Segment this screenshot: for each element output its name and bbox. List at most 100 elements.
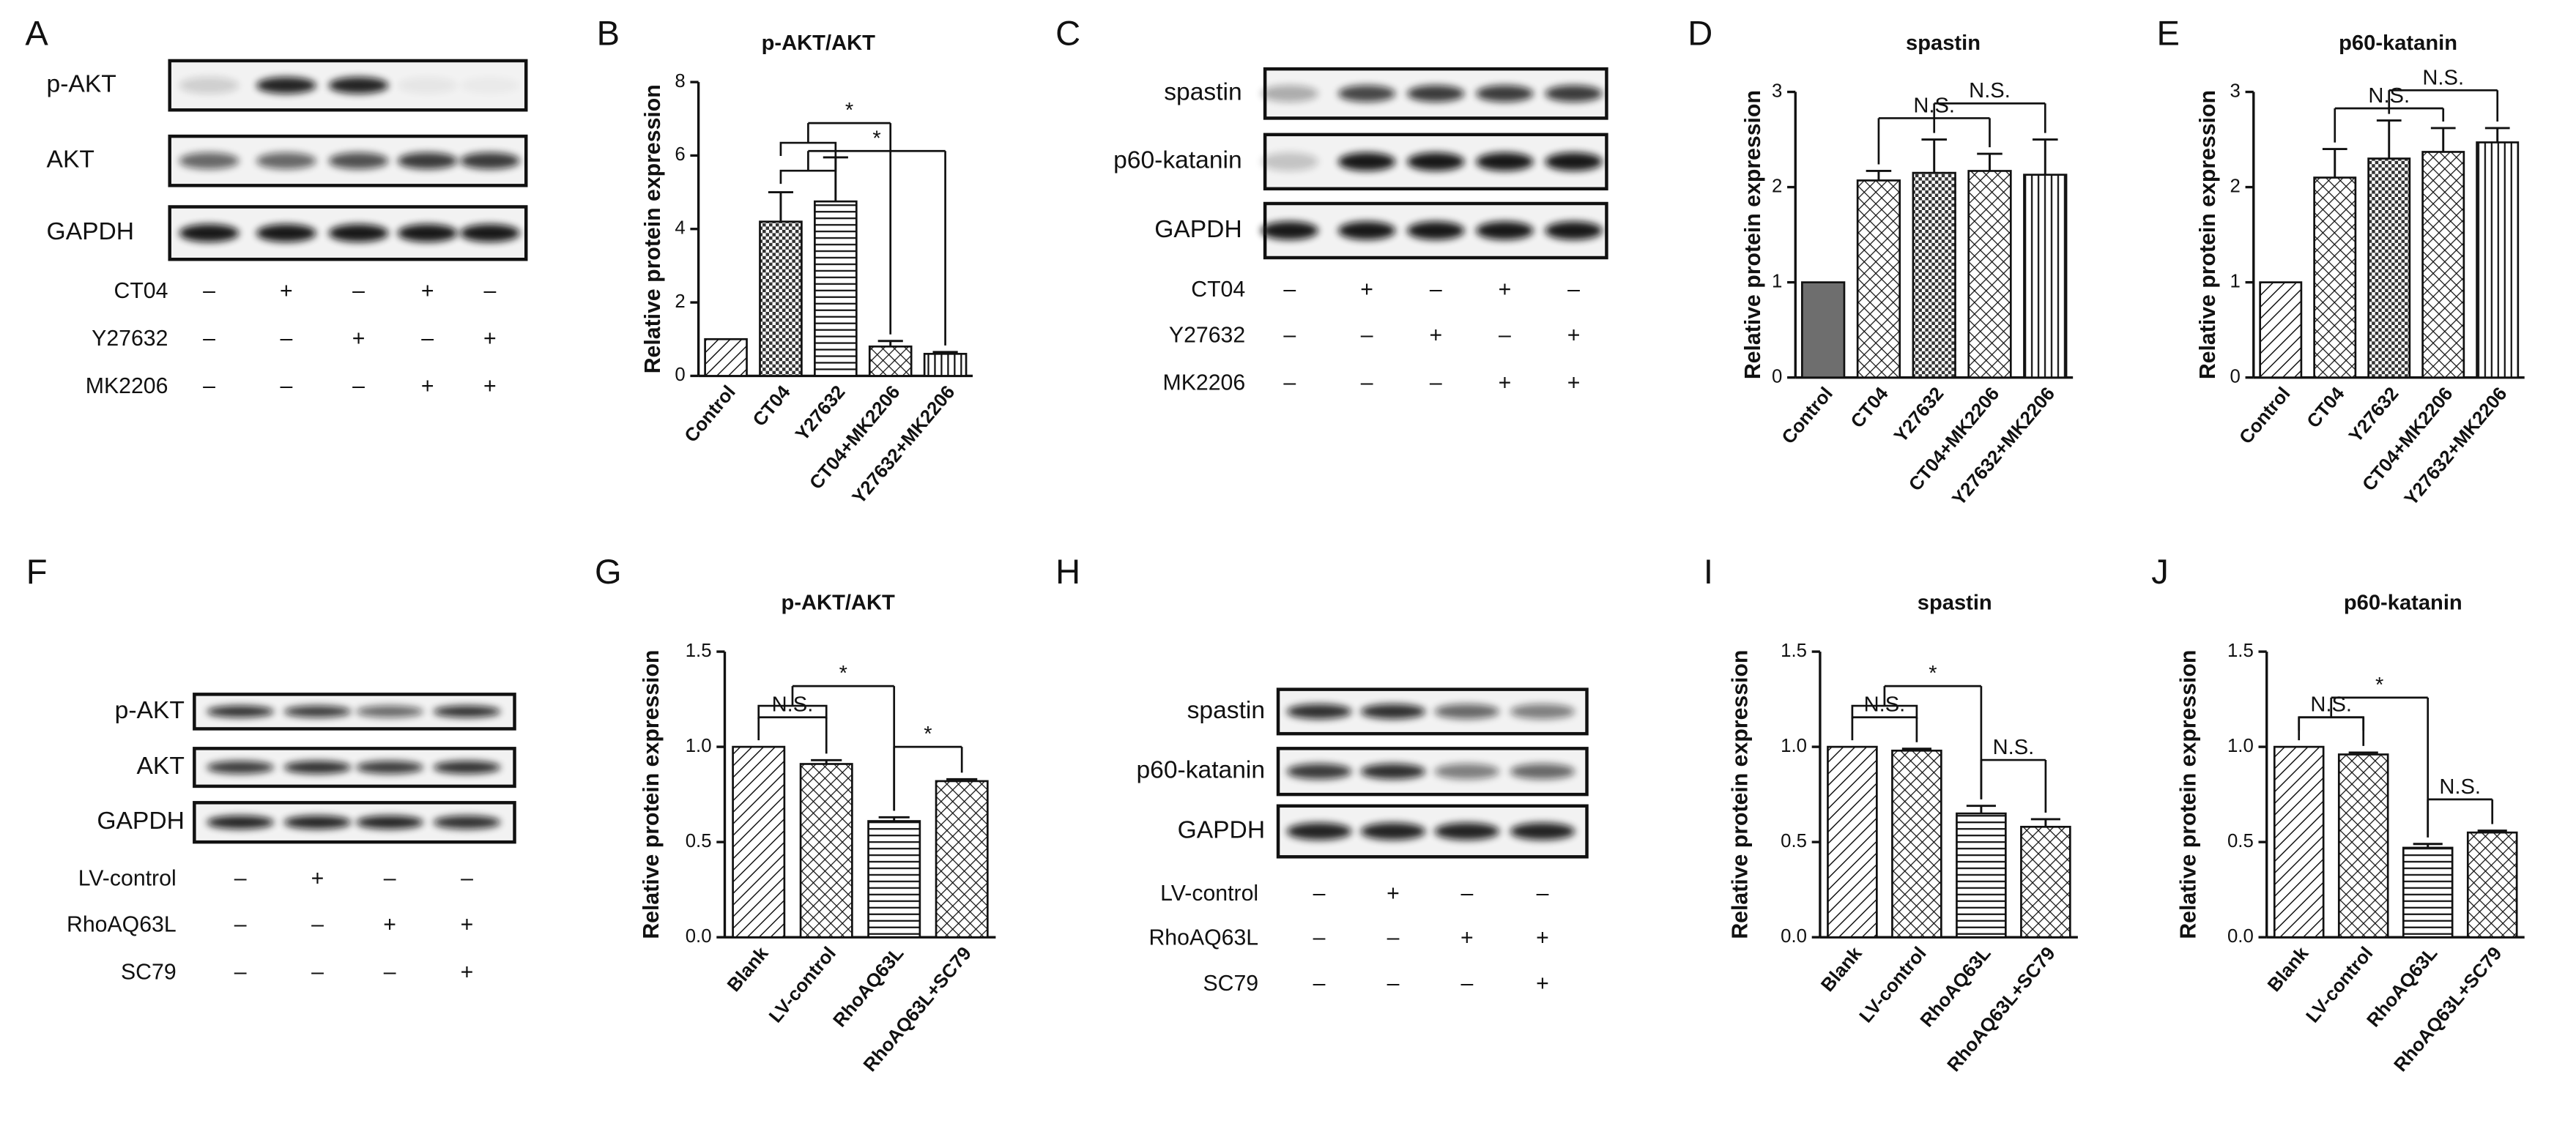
error-bar [1977, 152, 2002, 171]
condition-sign: – [1313, 972, 1326, 996]
y-tick-label: 1.0 [2227, 736, 2254, 756]
bar [2476, 141, 2520, 379]
significance-bracket [2388, 89, 2499, 122]
blot-band [1434, 764, 1500, 780]
significance-bracket [1851, 716, 1918, 742]
condition-sign: – [280, 374, 292, 398]
panel-letter: E [2156, 14, 2179, 53]
blot-band [433, 761, 501, 774]
condition-label: MK2206 [1163, 371, 1246, 395]
blot-band [1510, 822, 1575, 840]
blot-strip [1261, 67, 1608, 120]
blot-row-label: GAPDH [1178, 816, 1266, 843]
significance-bracket [1980, 758, 2047, 813]
y-tick-label: 0.5 [2227, 831, 2254, 851]
blot-row-label: p60-katanin [1136, 757, 1265, 784]
condition-sign: + [352, 327, 365, 351]
chart-title: p60-katanin [2344, 592, 2462, 615]
blot-band [1407, 85, 1465, 102]
significance-bracket [757, 685, 896, 811]
x-tick-label: Blank [1817, 943, 1866, 996]
blot-band [1261, 221, 1318, 240]
condition-sign: + [1499, 371, 1512, 395]
blot-band [397, 152, 458, 170]
chart-title: spastin [1906, 31, 1981, 55]
blot-band [1476, 152, 1534, 171]
condition-sign: + [280, 279, 293, 303]
y-tick-label: 0.5 [1781, 831, 1807, 851]
blot-row-label: AKT [47, 146, 94, 174]
bar [2337, 753, 2389, 939]
blot-band [356, 705, 424, 717]
blot-band [1476, 85, 1534, 102]
chart-title: p-AKT/AKT [782, 592, 896, 615]
condition-sign: – [203, 374, 215, 398]
blot-band [179, 152, 240, 170]
condition-sign: – [421, 327, 434, 351]
bar [1956, 812, 2007, 939]
x-tick-label: Y27632 [1890, 384, 1948, 447]
bar [2023, 174, 2068, 379]
y-tick-label: 1 [1772, 271, 1782, 291]
y-tick-label: 1.5 [1781, 641, 1807, 661]
panel-letter: A [25, 14, 48, 53]
x-tick-label: Y27632+MK2206 [1948, 384, 2059, 510]
x-tick-label: Y27632 [792, 382, 850, 445]
y-tick-label: 3 [2230, 81, 2241, 101]
error-bar [1866, 170, 1892, 181]
significance-bracket [757, 716, 828, 754]
condition-sign: – [1313, 881, 1326, 906]
blot-band [1360, 704, 1426, 720]
condition-sign: – [1460, 972, 1473, 996]
blot-band [1261, 85, 1318, 102]
y-tick-label: 1.5 [686, 641, 712, 661]
condition-label: MK2206 [86, 374, 168, 398]
blot-row-label: spastin [1187, 697, 1266, 724]
y-tick-label: 4 [675, 218, 685, 239]
x-tick-label: Control [1778, 384, 1837, 448]
condition-label: Y27632 [92, 327, 168, 351]
bar [2259, 281, 2303, 379]
error-bar [2477, 829, 2507, 833]
condition-sign: + [461, 960, 474, 984]
condition-sign: – [352, 374, 365, 398]
significance-bracket [893, 745, 963, 811]
significance-label: N.S. [2422, 66, 2464, 89]
condition-sign: + [1536, 925, 1549, 950]
error-bar [878, 816, 910, 821]
x-tick-label: LV-control [765, 943, 840, 1026]
blot-band [1510, 704, 1575, 720]
bar [1967, 170, 2012, 379]
bar [867, 820, 921, 939]
x-tick-label: Control [2235, 384, 2294, 448]
condition-sign: + [1536, 972, 1549, 996]
x-tick-label: Control [681, 382, 740, 447]
bar [1801, 281, 1846, 379]
blot-band [328, 224, 389, 242]
panel-letter: H [1055, 552, 1080, 591]
condition-sign: – [1313, 925, 1326, 950]
y-tick-label: 2 [1772, 176, 1782, 196]
panel-letter: B [597, 14, 620, 53]
y-tick-label: 0 [675, 365, 685, 385]
significance-label: N.S. [1993, 736, 2035, 759]
panel-letter: I [1704, 552, 1713, 591]
blot-band [207, 705, 275, 717]
blot-band [1545, 85, 1603, 102]
y-tick-label: 1.0 [1781, 736, 1807, 756]
blot-band [1337, 221, 1396, 240]
bar [935, 780, 989, 939]
blot-row-label: spastin [1164, 79, 1242, 106]
y-tick-label: 2 [2230, 176, 2241, 196]
error-bar [2322, 148, 2347, 178]
error-bar [2413, 843, 2443, 848]
blot-strip [168, 205, 528, 261]
significance-bracket [1933, 102, 2046, 133]
blot-band [1337, 85, 1396, 102]
blot-band [397, 224, 458, 242]
error-bar [2376, 119, 2402, 159]
condition-label: CT04 [114, 279, 168, 303]
y-tick-label: 0.0 [1781, 926, 1807, 947]
blot-band [1434, 822, 1500, 840]
